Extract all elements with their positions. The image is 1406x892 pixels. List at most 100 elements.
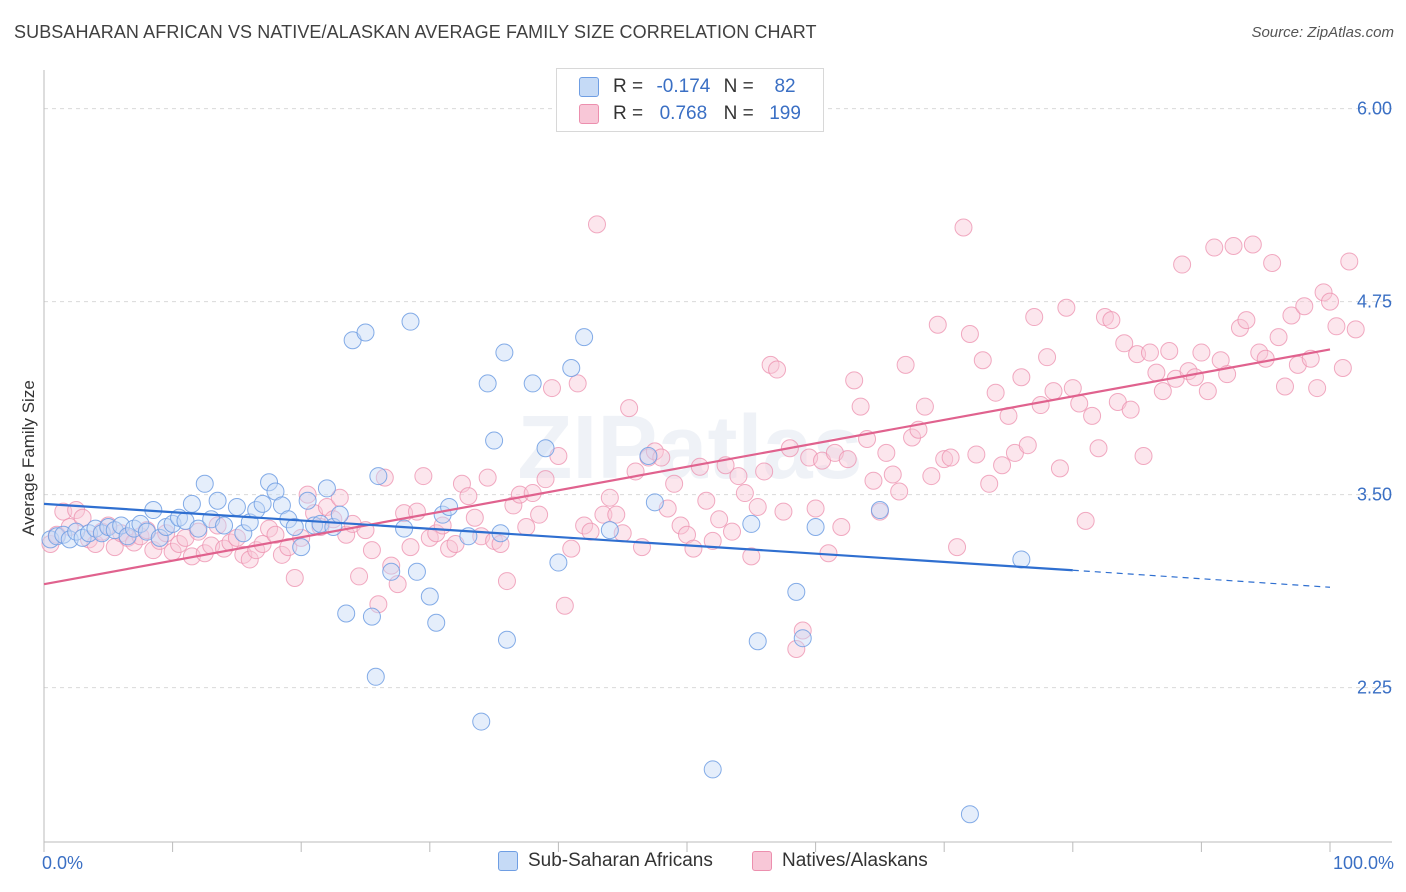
natives-alaskans-point — [504, 496, 523, 515]
source-credit: Source: ZipAtlas.com — [1251, 24, 1394, 41]
natives-alaskans-point — [1076, 511, 1095, 530]
natives-alaskans-point — [941, 448, 960, 467]
natives-alaskans-point — [607, 505, 626, 524]
sub-saharan-africans-point — [787, 582, 806, 601]
natives-alaskans-point — [761, 355, 780, 374]
natives-alaskans-point — [382, 556, 401, 575]
natives-alaskans-point — [890, 482, 909, 501]
natives-alaskans-point — [690, 457, 709, 476]
natives-alaskans-point — [542, 379, 561, 398]
sub-saharan-africans-point — [472, 712, 491, 731]
sub-saharan-africans-point — [86, 519, 105, 538]
natives-alaskans-point — [1012, 368, 1031, 387]
natives-alaskans-point — [1224, 237, 1243, 256]
sub-saharan-africans-point — [330, 505, 349, 524]
sub-saharan-africans-point — [150, 528, 169, 547]
sub-saharan-africans-point — [356, 323, 375, 342]
natives-alaskans-point — [1121, 400, 1140, 419]
natives-alaskans-point — [742, 547, 761, 566]
sub-saharan-africans-point — [285, 518, 304, 537]
x-tick-label-max: 100.0% — [1333, 853, 1394, 873]
natives-alaskans-point — [845, 371, 864, 390]
natives-alaskans-point — [697, 491, 716, 510]
y-tick-label: 4.75 — [1357, 292, 1392, 312]
natives-alaskans-point — [993, 456, 1012, 475]
legend-n-value: 82 — [774, 76, 796, 97]
watermark: ZIPatlas — [517, 398, 862, 498]
sub-saharan-africans-point — [260, 473, 279, 492]
sub-saharan-africans-point — [703, 760, 722, 779]
sub-saharan-africans-point — [298, 491, 317, 510]
chart-title: SUBSAHARAN AFRICAN VS NATIVE/ALASKAN AVE… — [14, 22, 817, 42]
natives-alaskans-point — [896, 355, 915, 374]
natives-alaskans-point — [555, 596, 574, 615]
natives-alaskans-point — [1063, 379, 1082, 398]
sub-saharan-africans-point — [575, 328, 594, 347]
sub-saharan-africans-point — [362, 607, 381, 626]
natives-alaskans-point — [922, 467, 941, 486]
natives-alaskans-point — [362, 541, 381, 560]
natives-alaskans-point — [440, 539, 459, 558]
sub-saharan-africans-point — [118, 527, 137, 546]
sub-saharan-africans-point — [208, 491, 227, 510]
natives-alaskans-point — [1128, 345, 1147, 364]
y-tick-label: 3.50 — [1357, 485, 1392, 505]
natives-alaskans-point — [530, 505, 549, 524]
sub-saharan-africans-point — [401, 312, 420, 331]
natives-alaskans-point — [1057, 298, 1076, 317]
sub-saharan-africans-point — [600, 521, 619, 540]
sub-saharan-africans-point — [227, 497, 246, 516]
sub-saharan-africans-point — [337, 604, 356, 623]
natives-alaskans-point — [806, 499, 825, 518]
natives-alaskans-point — [568, 374, 587, 393]
sub-saharan-africans-point — [440, 497, 459, 516]
natives-alaskans-point — [1295, 297, 1314, 316]
natives-alaskans-point — [652, 448, 671, 467]
natives-alaskans-point — [375, 468, 394, 487]
natives-alaskans-point — [774, 502, 793, 521]
natives-alaskans-point — [1083, 406, 1102, 425]
natives-alaskans-point — [1031, 396, 1050, 415]
natives-alaskans-point — [1025, 308, 1044, 327]
natives-alaskans-point — [1147, 363, 1166, 382]
natives-alaskans-point — [671, 516, 690, 535]
y-axis-label: Average Family Size — [19, 380, 38, 536]
natives-alaskans-point — [1153, 382, 1172, 401]
natives-alaskans-point — [967, 445, 986, 464]
sub-saharan-africans-point — [549, 553, 568, 572]
natives-alaskans-point — [1038, 348, 1057, 367]
natives-alaskans-point — [240, 550, 259, 569]
bottom-legend-swatch-pink — [752, 851, 772, 871]
natives-alaskans-point — [973, 351, 992, 370]
natives-alaskans-point — [1205, 238, 1224, 257]
natives-alaskans-point — [1340, 252, 1359, 271]
legend-r-value: -0.174 — [656, 76, 711, 97]
legend-r-label: R = — [613, 103, 644, 124]
axes — [43, 70, 1392, 852]
natives-alaskans-point — [787, 640, 806, 658]
natives-alaskans-point — [1237, 311, 1256, 330]
sub-saharan-africans-point — [562, 358, 581, 377]
bottom-legend-label: Natives/Alaskans — [782, 850, 928, 871]
bottom-legend-sub-saharan: Sub-Saharan Africans — [498, 850, 713, 872]
natives-alaskans-point — [478, 468, 497, 487]
legend-swatch-pink — [579, 104, 599, 124]
bottom-legend-swatch-blue — [498, 851, 518, 871]
natives-alaskans-point — [41, 535, 60, 554]
natives-alaskans-point — [665, 474, 684, 493]
natives-alaskans-point — [491, 535, 510, 554]
legend-swatch-blue — [579, 77, 599, 97]
bottom-legend-natives: Natives/Alaskans — [752, 850, 928, 872]
sub-saharan-africans-point — [131, 514, 150, 533]
legend-n-label: N = — [723, 76, 754, 97]
natives-alaskans-point — [272, 545, 291, 564]
natives-alaskans-point — [1050, 459, 1069, 478]
natives-alaskans-point — [285, 568, 304, 587]
natives-alaskans-point — [1243, 235, 1262, 254]
natives-alaskans-point — [1282, 306, 1301, 325]
sub-saharan-africans-point — [407, 562, 426, 581]
natives-alaskans-point — [1346, 320, 1365, 339]
natives-alaskans-point — [1044, 382, 1063, 401]
sub-saharan-africans-point — [317, 479, 336, 498]
